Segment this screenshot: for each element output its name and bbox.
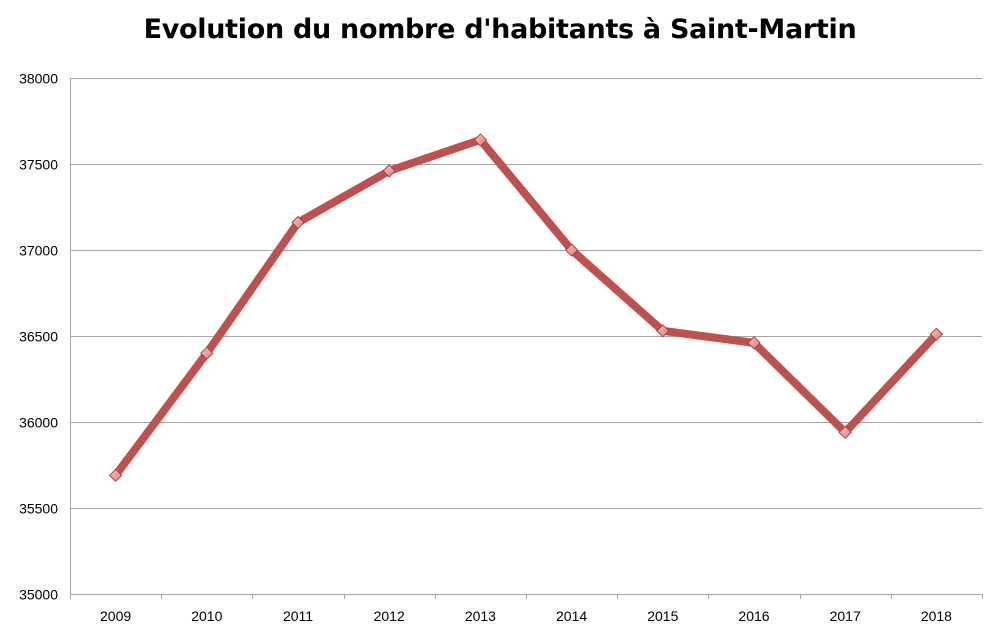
x-tick-label: 2015	[647, 608, 678, 624]
data-point-2018	[929, 327, 944, 341]
x-axis-tick-labels: 2009 2010 2011 2012 2013 2014 2015 2016 2017 2018	[100, 608, 952, 624]
x-tick-label: 2012	[374, 608, 405, 624]
data-markers	[108, 133, 944, 483]
y-tick-label: 36500	[19, 329, 58, 345]
x-tick-label: 2016	[738, 608, 769, 624]
data-point-2013	[473, 133, 488, 147]
x-tick-label: 2018	[921, 608, 952, 624]
x-tick-label: 2017	[830, 608, 861, 624]
gridlines	[70, 78, 982, 509]
series-line	[111, 135, 941, 480]
x-tick-label: 2009	[100, 608, 131, 624]
data-point-2011	[291, 215, 305, 230]
axes	[70, 78, 983, 599]
x-tick-label: 2011	[283, 608, 313, 624]
data-point-2012	[382, 164, 396, 178]
data-point-2014	[564, 243, 579, 257]
data-series	[111, 135, 941, 480]
x-tick-label: 2013	[465, 608, 496, 624]
chart-title: Evolution du nombre d'habitants à Saint-…	[143, 14, 857, 45]
y-tick-label: 37000	[19, 243, 58, 259]
data-point-2015	[656, 324, 670, 338]
x-tick-label: 2014	[556, 608, 587, 624]
y-tick-label: 38000	[19, 71, 58, 87]
data-point-2017	[838, 425, 852, 440]
y-tick-label: 37500	[19, 157, 58, 173]
x-tick-label: 2010	[191, 608, 222, 624]
y-tick-label: 35000	[19, 587, 58, 603]
data-point-2016	[747, 336, 761, 350]
data-point-2010	[200, 346, 214, 360]
y-tick-label: 36000	[19, 415, 58, 431]
y-tick-label: 35500	[19, 501, 58, 517]
y-axis-tick-labels: 35000 35500 36000 36500 37000 37500 38000	[19, 71, 58, 603]
data-point-2009	[108, 468, 123, 483]
